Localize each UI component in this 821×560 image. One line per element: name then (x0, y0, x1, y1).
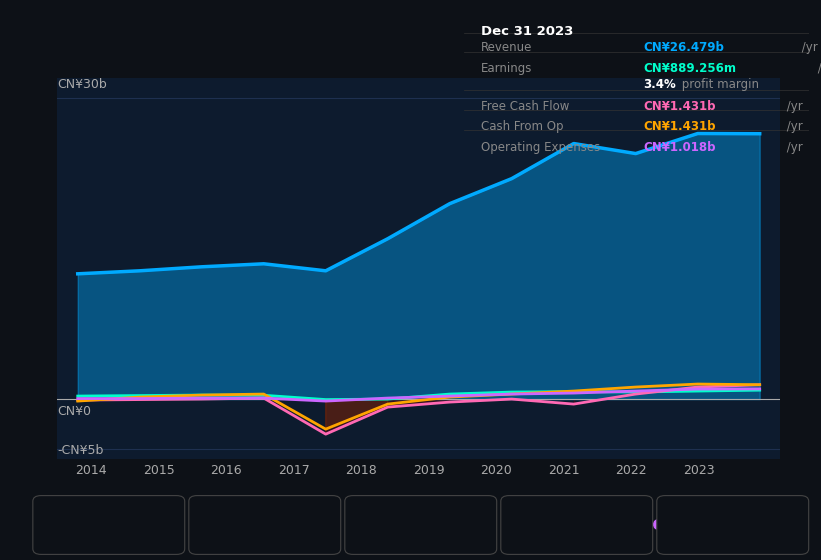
Text: Dec 31 2023: Dec 31 2023 (481, 25, 574, 38)
Text: /yr: /yr (783, 141, 803, 153)
Text: Operating Expenses: Operating Expenses (481, 141, 600, 153)
Text: Earnings: Earnings (233, 517, 285, 530)
Text: Cash From Op: Cash From Op (481, 120, 563, 133)
Text: Operating Expenses: Operating Expenses (677, 517, 796, 530)
Text: CN¥26.479b: CN¥26.479b (643, 41, 724, 54)
Text: CN¥889.256m: CN¥889.256m (643, 62, 736, 74)
Text: Cash From Op: Cash From Op (529, 517, 611, 530)
Text: CN¥1.431b: CN¥1.431b (643, 120, 716, 133)
Text: CN¥1.018b: CN¥1.018b (643, 141, 716, 153)
Text: Earnings: Earnings (481, 62, 533, 74)
Text: CN¥0: CN¥0 (57, 405, 91, 418)
Text: Free Cash Flow: Free Cash Flow (381, 517, 470, 530)
Text: Revenue: Revenue (85, 517, 137, 530)
Text: /yr: /yr (814, 62, 821, 74)
Text: /yr: /yr (783, 100, 803, 113)
Text: 3.4%: 3.4% (643, 78, 676, 91)
Text: Free Cash Flow: Free Cash Flow (481, 100, 570, 113)
Text: CN¥1.431b: CN¥1.431b (643, 100, 716, 113)
Text: /yr: /yr (798, 41, 818, 54)
Text: profit margin: profit margin (677, 78, 759, 91)
Text: /yr: /yr (783, 120, 803, 133)
Text: Revenue: Revenue (481, 41, 533, 54)
Text: CN¥30b: CN¥30b (57, 77, 108, 91)
Text: -CN¥5b: -CN¥5b (57, 444, 103, 458)
